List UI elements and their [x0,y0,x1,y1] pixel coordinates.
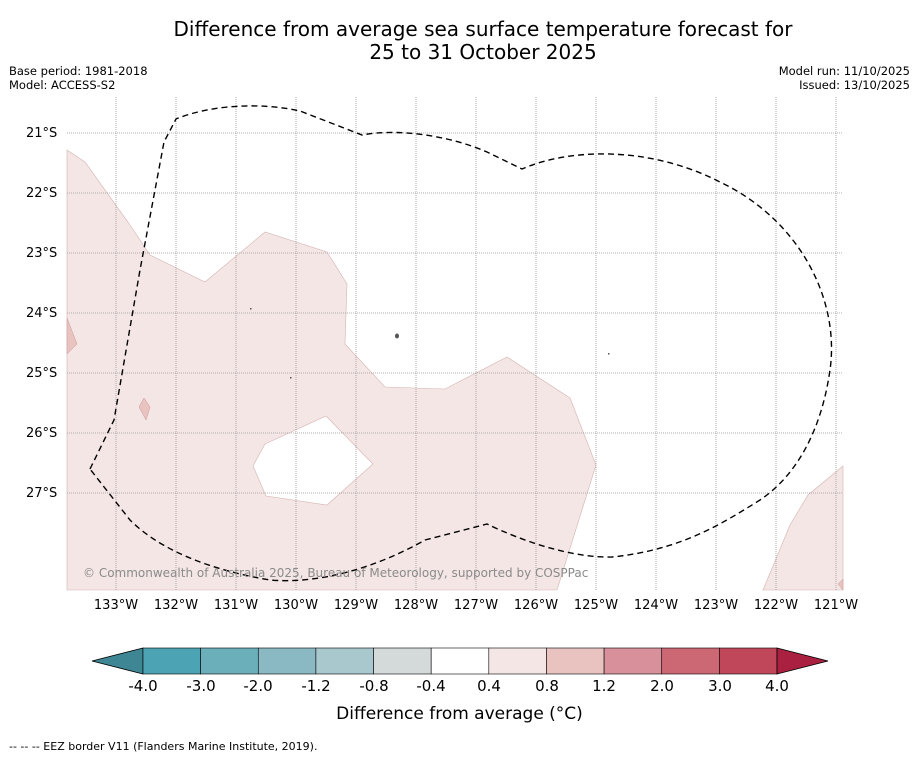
lon-label: 123°W [693,598,739,613]
colorbar-segment [373,647,432,675]
colorbar-under-arrow [91,647,144,675]
colorbar-segment [603,647,663,675]
colorbar-segment [200,647,259,675]
colorbar-segment [719,647,778,675]
colorbar-tick-label: 2.0 [650,677,674,695]
colorbar-tick-label: 0.8 [535,677,559,695]
lon-label: 124°W [633,598,679,613]
chart-title: Difference from average sea surface temp… [0,18,919,64]
issued-date: Issued: 13/10/2025 [799,78,910,92]
base-period: Base period: 1981-2018 [9,64,148,78]
lat-label: 27°S [26,486,58,501]
anomaly-patch [837,578,844,591]
colorbar-segment [257,647,317,675]
island-markers [250,308,610,379]
copyright-notice: © Commonwealth of Australia 2025, Bureau… [83,566,588,580]
colorbar-segment [142,647,201,675]
positive-anomaly-region [66,149,597,591]
colorbar-tick-label: 4.0 [765,677,789,695]
positive-anomaly-region-east [762,465,844,591]
island-marker [290,377,292,379]
colorbar-segment [488,647,547,675]
lon-label: 126°W [513,598,559,613]
lat-label: 26°S [26,426,58,441]
lon-label: 130°W [273,598,319,613]
lon-label: 133°W [93,598,139,613]
title-line-2: 25 to 31 October 2025 [369,40,597,64]
colorbar-tick-label: -0.8 [359,677,389,695]
colorbar-segment [661,647,720,675]
colorbar-title: Difference from average (°C) [336,704,583,724]
colorbar-over-arrow [776,647,829,675]
colorbar-tick-label: 3.0 [708,677,732,695]
lon-label: 129°W [333,598,379,613]
longitude-gridlines [115,97,837,590]
anomaly-patch [66,317,78,355]
island-marker [395,333,399,339]
title-line-1: Difference from average sea surface temp… [173,17,793,41]
lat-label: 22°S [26,186,58,201]
colorbar-tick-label: 1.2 [592,677,616,695]
lon-label: 131°W [213,598,259,613]
model-name: Model: ACCESS-S2 [9,78,116,92]
lon-label: 132°W [153,598,199,613]
eez-footnote: -- -- -- EEZ border V11 (Flanders Marine… [9,740,318,753]
island-marker [608,353,610,355]
lon-label: 128°W [393,598,439,613]
model-run-date: Model run: 11/10/2025 [778,64,910,78]
lat-label: 25°S [26,366,58,381]
island-marker [250,308,252,310]
latitude-gridlines [67,132,843,494]
lat-label: 23°S [26,246,58,261]
colorbar-tick-label: -0.4 [416,677,446,695]
colorbar-tick-label: 0.4 [477,677,501,695]
metadata-left: Base period: 1981-2018 Model: ACCESS-S2 [9,64,148,92]
colorbar-segment [430,647,490,675]
lat-label: 24°S [26,306,58,321]
lat-label: 21°S [26,126,58,141]
lon-label: 121°W [813,598,859,613]
colorbar-tick-label: -1.2 [301,677,331,695]
anomaly-patch [138,397,151,421]
lon-label: 122°W [753,598,799,613]
colorbar-tick-label: -3.0 [186,677,216,695]
colorbar [91,647,829,675]
lon-label: 127°W [453,598,499,613]
metadata-right: Model run: 11/10/2025 Issued: 13/10/2025 [779,64,910,92]
colorbar-segment [546,647,605,675]
colorbar-segment [315,647,374,675]
lon-label: 125°W [573,598,619,613]
colorbar-tick-label: -4.0 [128,677,158,695]
eez-border [89,105,833,582]
anomaly-fill [66,149,844,591]
colorbar-tick-label: -2.0 [243,677,273,695]
higher-anomaly-patches [66,317,844,591]
